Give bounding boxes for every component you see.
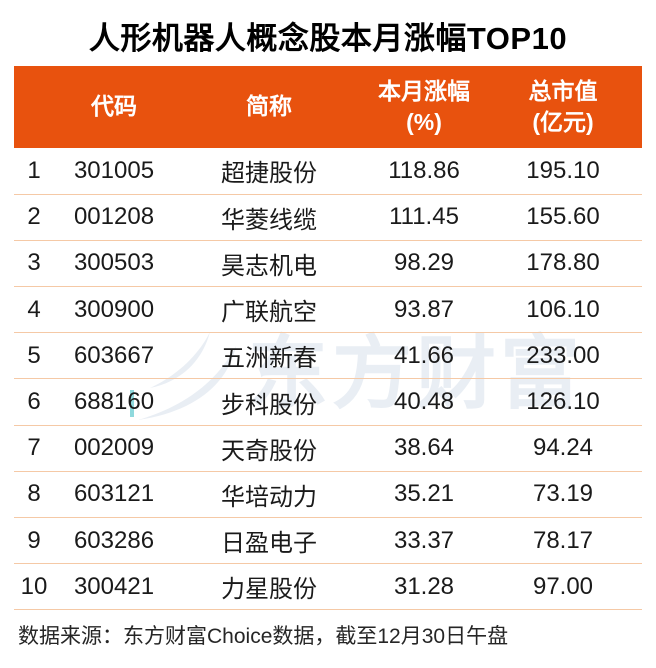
cell-rank: 9 [27, 526, 41, 554]
cell-rank: 6 [27, 388, 41, 416]
table-row: 8 603121 华培动力 35.21 73.19 [14, 471, 642, 518]
cell-pct: 31.28 [393, 572, 455, 600]
column-header-pct-line1: 本月涨幅 [378, 77, 470, 104]
cell-pct: 40.48 [393, 388, 455, 416]
table-row: 6 688160 步科股份 40.48 126.10 [14, 379, 642, 426]
column-header-rank [14, 66, 54, 148]
cell-name: 五洲新春 [221, 345, 317, 373]
column-header-name: 简称 [174, 66, 364, 148]
cell-pct: 111.45 [389, 203, 459, 231]
cell-code: 301005 [73, 156, 155, 184]
cell-pct: 35.21 [393, 480, 455, 508]
cell-name: 超捷股份 [221, 160, 317, 188]
cell-cap: 195.10 [526, 156, 600, 184]
cell-name: 昊志机电 [221, 252, 317, 280]
column-header-code-label: 代码 [91, 93, 137, 120]
cell-cap: 155.60 [526, 203, 600, 231]
cell-name: 天奇股份 [221, 437, 317, 465]
cell-rank: 5 [27, 341, 41, 369]
cell-pct: 38.64 [393, 434, 455, 462]
table-row: 1 301005 超捷股份 118.86 195.10 [14, 148, 642, 195]
cell-name: 华培动力 [221, 483, 317, 511]
cell-cap: 73.19 [532, 480, 594, 508]
cell-cap: 233.00 [526, 341, 600, 369]
column-header-pct-line2: (%) [406, 109, 442, 135]
cell-cap: 126.10 [526, 388, 600, 416]
cell-rank: 3 [27, 249, 41, 277]
cell-cap: 94.24 [532, 434, 594, 462]
cell-name: 广联航空 [221, 299, 317, 327]
cell-rank: 4 [27, 295, 41, 323]
cell-pct: 98.29 [393, 249, 455, 277]
cell-cap: 178.80 [526, 249, 600, 277]
column-header-cap-line2: (亿元) [532, 109, 594, 135]
column-header-cap: 总市值 (亿元) [484, 66, 642, 148]
cell-rank: 1 [27, 156, 41, 184]
table-row: 5 603667 五洲新春 41.66 233.00 [14, 333, 642, 379]
table-body: 1 301005 超捷股份 118.86 195.10 2 001208 华菱线缆 111.45… [14, 148, 642, 610]
cell-rank: 10 [20, 572, 48, 600]
cell-code: 300503 [73, 249, 155, 277]
table-row: 3 300503 昊志机电 98.29 178.80 [14, 240, 642, 287]
cell-name: 华菱线缆 [221, 206, 317, 234]
cell-cap: 106.10 [526, 295, 600, 323]
table-row: 10 300421 力星股份 31.28 97.00 [14, 564, 642, 610]
cell-code: 300421 [73, 572, 155, 600]
cell-cap: 97.00 [532, 572, 594, 600]
cell-code: 300900 [73, 295, 155, 323]
table-row: 7 002009 天奇股份 38.64 94.24 [14, 425, 642, 472]
cell-rank: 7 [27, 434, 41, 462]
table-row: 2 001208 华菱线缆 111.45 155.60 [14, 194, 642, 241]
cell-code: 002009 [73, 434, 155, 462]
cell-name: 步科股份 [221, 391, 317, 419]
column-header-cap-line1: 总市值 [528, 77, 598, 104]
column-header-code: 代码 [54, 66, 174, 148]
table-row: 4 300900 广联航空 93.87 106.10 [14, 287, 642, 333]
stock-table: 代码 简称 本月涨幅 (%) 总市值 (亿元) 1 301005 超捷股份 118.8… [14, 66, 642, 610]
cell-code: 603286 [73, 526, 155, 554]
cell-code: 603121 [73, 480, 155, 508]
cell-code: 603667 [73, 341, 155, 369]
table-row: 9 603286 日盈电子 33.37 78.17 [14, 518, 642, 564]
cell-pct: 118.86 [388, 156, 460, 184]
cell-name: 日盈电子 [221, 530, 317, 558]
table-header-row: 代码 简称 本月涨幅 (%) 总市值 (亿元) [14, 66, 642, 148]
cell-code: 688160 [73, 388, 155, 416]
page-title: 人形机器人概念股本月涨幅TOP10 [88, 21, 568, 56]
data-source-note: 数据来源：东方财富Choice数据，截至12月30日午盘 [18, 625, 509, 648]
cell-cap: 78.17 [532, 526, 594, 554]
cell-pct: 33.37 [393, 526, 455, 554]
column-header-name-label: 简称 [246, 93, 292, 120]
cell-code: 001208 [73, 203, 155, 231]
cell-rank: 2 [27, 203, 41, 231]
cell-pct: 41.66 [393, 341, 455, 369]
cell-pct: 93.87 [393, 295, 455, 323]
cell-rank: 8 [27, 480, 41, 508]
cell-name: 力星股份 [221, 576, 317, 604]
column-header-pct: 本月涨幅 (%) [364, 66, 484, 148]
